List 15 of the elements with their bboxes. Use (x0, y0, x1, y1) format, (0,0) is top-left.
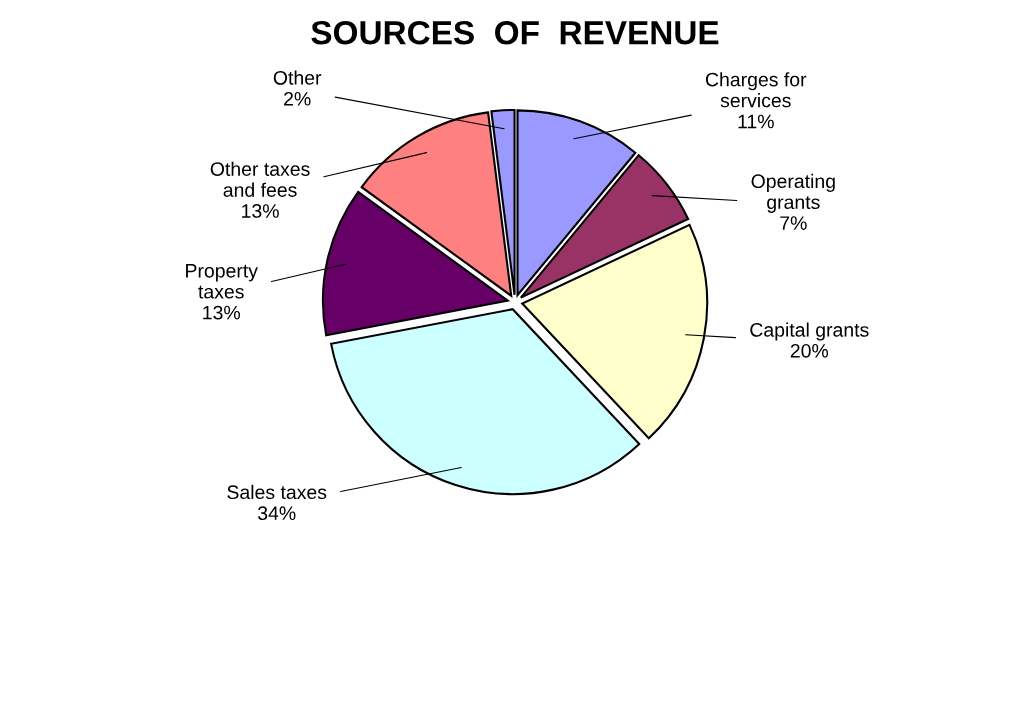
data-label: 13% (242, 204, 279, 218)
data-label: 7% (780, 216, 807, 230)
data-label: 20% (790, 343, 829, 358)
data-label: 13% (203, 305, 240, 320)
slice-label: Sales taxes (227, 484, 327, 500)
slice-label: Charges for services (705, 72, 807, 108)
slice-label: Operating grants (751, 173, 835, 213)
slice-label: Other taxes and fees (210, 161, 310, 197)
chart-title: SOURCES OF REVENUE (311, 20, 719, 45)
data-label: 34% (257, 506, 296, 521)
data-label: 2% (284, 91, 311, 106)
slice-label: Capital grants (750, 322, 869, 341)
data-label: 11% (738, 114, 774, 129)
slice-label: Property taxes (186, 264, 258, 299)
slice-label: Other (273, 70, 322, 85)
